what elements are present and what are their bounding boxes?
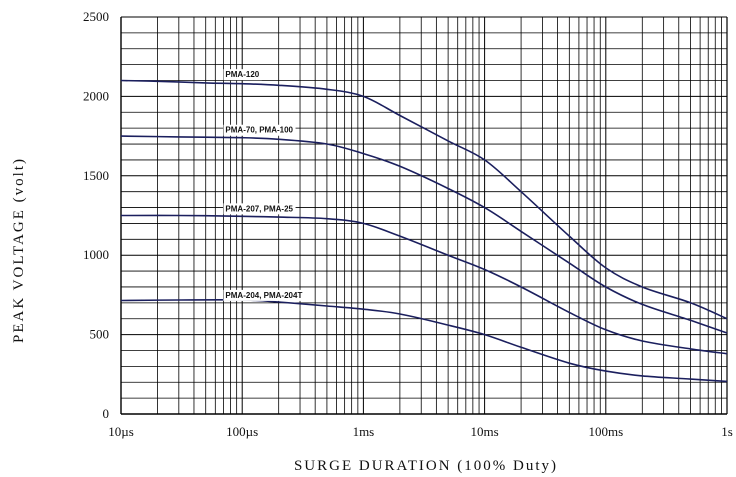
series-label-background	[223, 203, 296, 215]
series-label-3: PMA-207, PMA-25	[225, 204, 293, 213]
x-tick-label: 1s	[721, 424, 733, 439]
series-label-background	[223, 69, 262, 81]
series-line-4	[120, 298, 728, 383]
series-line-1	[120, 79, 728, 320]
x-tick-label: 100µs	[226, 424, 258, 439]
series-line-2	[120, 135, 728, 334]
y-tick-label: 1000	[83, 247, 109, 262]
y-tick-label: 0	[103, 406, 110, 421]
series-curves	[120, 79, 728, 383]
y-axis-title: PEAK VOLTAGE (volt)	[11, 157, 27, 343]
x-axis-title: SURGE DURATION (100% Duty)	[294, 458, 558, 474]
series-label-1: PMA-120	[225, 70, 259, 79]
x-tick-label: 100ms	[588, 424, 623, 439]
series-label-4: PMA-204, PMA-204T	[225, 291, 302, 300]
series-label-2: PMA-70, PMA-100	[225, 126, 293, 135]
series-labels: PMA-120 PMA-70, PMA-100 PMA-207, PMA-25 PMA…	[223, 69, 305, 301]
series-label-background	[223, 289, 305, 301]
tick-labels: 10µs 100µs 1ms 10ms 100ms 1s 0 500 1000 1500 2000 2…	[83, 9, 733, 439]
y-tick-label: 2000	[83, 88, 109, 103]
y-tick-label: 1500	[83, 168, 109, 183]
x-tick-label: 1ms	[353, 424, 375, 439]
y-tick-label: 2500	[83, 9, 109, 24]
x-tick-label: 10µs	[108, 424, 134, 439]
series-label-background	[223, 124, 296, 136]
x-tick-label: 10ms	[471, 424, 499, 439]
series-line-3	[120, 214, 728, 355]
y-tick-label: 500	[90, 327, 110, 342]
